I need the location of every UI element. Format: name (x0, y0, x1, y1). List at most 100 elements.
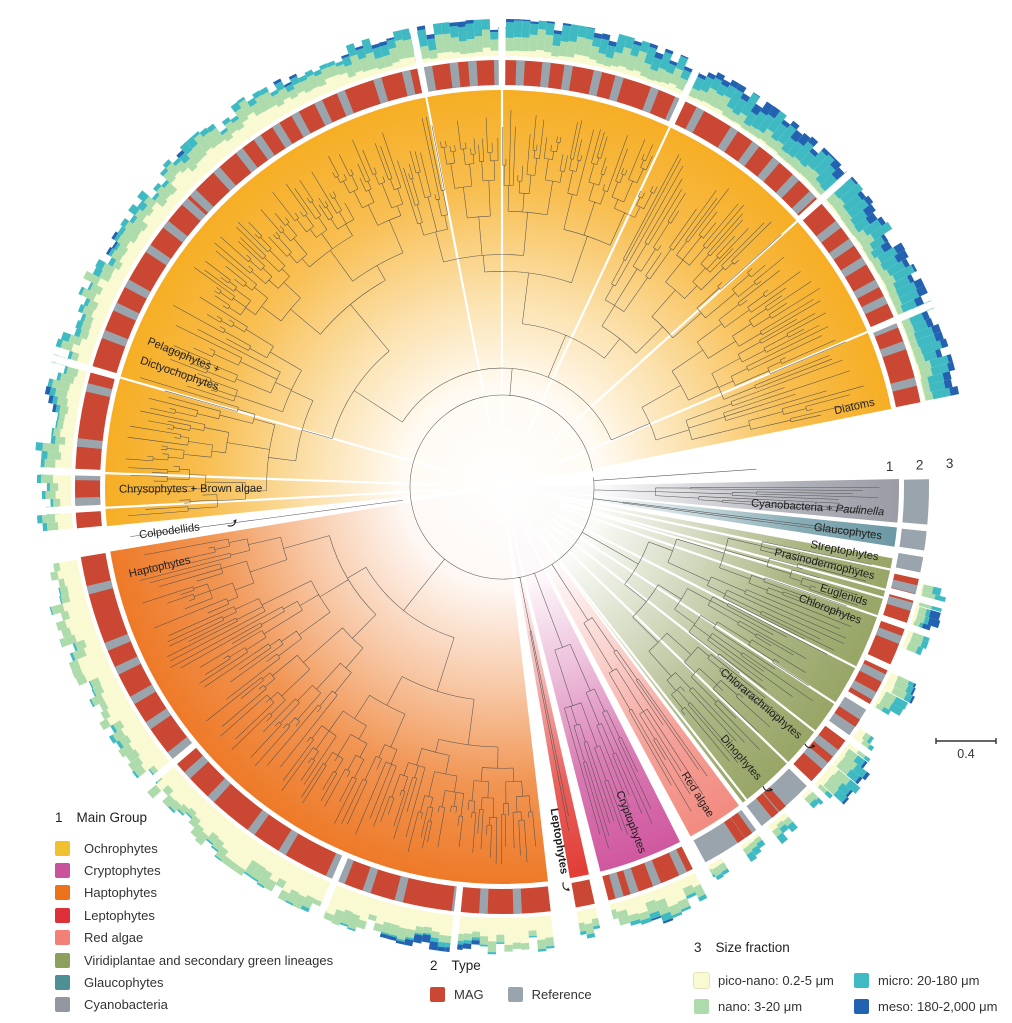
size-bar-segment (707, 104, 717, 112)
size-bar-segment (595, 62, 604, 68)
size-bar-segment (278, 87, 291, 101)
type-reference-tick (314, 99, 333, 126)
size-bar-segment (545, 23, 555, 36)
size-bar-segment (865, 212, 878, 225)
size-bar-segment (93, 293, 113, 309)
size-bar-segment (490, 31, 499, 40)
curved-arrow-icon (227, 519, 237, 527)
size-bar-segment (513, 36, 522, 51)
size-bar-segment (764, 143, 772, 150)
size-bar-segment (59, 405, 69, 415)
size-bar-segment (68, 334, 83, 346)
size-bar-segment (417, 29, 429, 47)
size-bar-segment (67, 350, 74, 360)
size-bar-segment (886, 675, 898, 687)
size-bar-segment (194, 831, 209, 846)
size-bar-segment (798, 172, 806, 180)
size-bar-segment (757, 113, 775, 134)
size-bar-segment (225, 831, 250, 861)
size-bar-segment (356, 919, 367, 930)
size-bar-segment (788, 156, 801, 169)
size-bar-segment (126, 724, 147, 742)
type-reference-tick (75, 497, 101, 507)
legend-label: Ochrophytes (84, 840, 158, 856)
legend-item: Cryptophytes (55, 859, 385, 881)
size-bar-segment (422, 57, 431, 64)
size-bar-segment (776, 820, 786, 829)
size-bar-segment (879, 689, 887, 698)
size-bar-segment (49, 483, 59, 491)
legend-type-items: MAG Reference (430, 985, 592, 1003)
size-bar-segment (877, 216, 886, 226)
size-bar-segment (442, 33, 453, 53)
size-bar-segment (341, 55, 353, 67)
size-bar-segment (728, 111, 739, 123)
size-bar-segment (929, 355, 949, 368)
size-bar-segment (465, 19, 474, 24)
type-reference-tick (879, 341, 907, 358)
size-bar-segment (912, 320, 929, 333)
size-bar-segment (873, 267, 879, 275)
size-bar-segment (83, 314, 94, 326)
size-bar-segment (888, 290, 900, 301)
size-bar-segment (655, 898, 671, 916)
size-bar-segment (52, 403, 57, 413)
legend-swatch (55, 863, 70, 879)
size-bar-segment (659, 81, 669, 89)
size-bar-segment (463, 933, 473, 941)
size-bar-segment (907, 333, 917, 343)
size-bar-segment (292, 893, 306, 910)
size-bar-segment (238, 126, 252, 141)
size-bar-segment (900, 321, 905, 330)
size-bar-segment (837, 752, 846, 762)
size-bar-segment (875, 695, 883, 705)
size-bar-segment (100, 709, 111, 720)
size-bar-segment (743, 111, 758, 127)
size-bar-segment (234, 107, 249, 123)
size-bar-segment (50, 571, 59, 581)
size-bar-segment (141, 749, 166, 772)
size-bar-segment (430, 930, 440, 939)
size-bar-segment (332, 73, 345, 89)
size-bar-segment (52, 475, 72, 484)
size-bar-segment (60, 498, 72, 507)
type-reference-tick (757, 157, 780, 182)
size-bar-segment (787, 141, 804, 159)
size-bar-segment (380, 931, 390, 936)
size-bar-segment (758, 138, 767, 146)
size-bar-segment (496, 917, 505, 935)
legend-swatch (694, 998, 709, 1014)
size-bar-segment (176, 149, 185, 159)
size-bar-segment (306, 74, 320, 90)
size-bar-segment (891, 686, 908, 700)
size-bar-segment (117, 225, 127, 236)
size-bar-segment (906, 642, 919, 654)
size-bar-segment (124, 248, 139, 262)
size-bar-segment (37, 515, 43, 524)
size-bar-segment (82, 305, 95, 317)
size-bar-segment (199, 127, 210, 137)
size-bar-segment (192, 166, 206, 180)
size-bar-segment (282, 865, 303, 894)
size-bar-segment (639, 40, 651, 54)
size-bar-segment (560, 25, 571, 43)
legend-number: 3 (694, 940, 702, 955)
size-bar-segment (256, 112, 271, 128)
size-bar-segment (250, 102, 264, 117)
size-bar-segment (77, 303, 86, 314)
size-bar-segment (339, 922, 349, 927)
size-bar-segment (614, 900, 627, 913)
size-bar-segment (768, 105, 781, 119)
size-bar-segment (395, 940, 405, 945)
size-bar-segment (170, 177, 190, 196)
size-bar-segment (304, 69, 314, 78)
size-bar-segment (726, 89, 744, 110)
size-bar-segment (53, 498, 61, 507)
size-bar-segment (767, 110, 787, 134)
size-bar-segment (55, 338, 64, 348)
size-bar-segment (831, 167, 845, 181)
type-reference-tick (278, 829, 299, 856)
type-reference-tick (467, 60, 478, 87)
size-bar-segment (428, 941, 439, 951)
size-bar-segment (378, 40, 388, 47)
